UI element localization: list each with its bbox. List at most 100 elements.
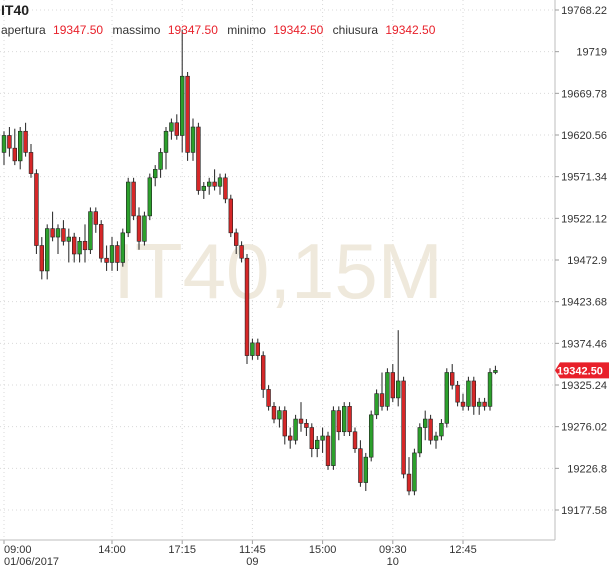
candle-body <box>331 410 336 466</box>
candle <box>358 440 363 487</box>
candle-body <box>234 232 239 246</box>
candle-body <box>476 401 482 407</box>
candle-body <box>417 427 422 454</box>
candle <box>223 173 228 204</box>
candle <box>169 118 174 140</box>
candle <box>347 402 352 436</box>
candle-body <box>61 228 66 242</box>
candle <box>304 419 309 436</box>
x-tick-label: 17:15 <box>168 544 196 556</box>
x-tick-label: 15:00 <box>309 544 337 556</box>
candle-body <box>66 236 72 242</box>
candle-body <box>212 181 217 187</box>
candle <box>174 114 179 140</box>
candle <box>244 253 250 365</box>
y-tick-label: 19325.24 <box>561 380 607 392</box>
candle <box>55 224 61 254</box>
candle <box>72 232 77 263</box>
candle <box>207 177 212 195</box>
candle-body <box>28 152 34 174</box>
candle-body <box>244 257 250 356</box>
y-tick-label: 19669.78 <box>561 88 607 100</box>
candle <box>449 364 455 390</box>
y-tick-label: 19177.58 <box>561 505 607 517</box>
candle-body <box>1 135 7 153</box>
candle-body <box>196 126 201 191</box>
y-tick-label: 19276.02 <box>561 422 607 434</box>
candle <box>212 169 217 191</box>
candle-body <box>298 418 304 424</box>
candle <box>217 173 223 195</box>
candle-body <box>277 410 282 420</box>
candle <box>341 402 347 436</box>
candle <box>1 131 7 166</box>
candle-body <box>142 215 147 242</box>
candle-body <box>287 435 293 441</box>
x-tick-label: 14:00 <box>98 544 126 556</box>
candle-body <box>109 245 115 263</box>
candle <box>444 368 449 428</box>
candle <box>455 380 460 407</box>
candle <box>336 406 341 441</box>
candle-body <box>412 452 417 492</box>
candle-body <box>136 215 142 242</box>
candles <box>1 29 498 496</box>
candle-body <box>347 406 352 433</box>
candle <box>109 237 115 271</box>
candle <box>126 177 131 238</box>
candle-body <box>147 177 152 217</box>
candle <box>395 330 401 407</box>
candle <box>17 127 23 170</box>
candle <box>228 194 233 238</box>
candle <box>428 414 433 445</box>
candle-body <box>201 185 206 191</box>
candle <box>266 385 271 411</box>
candle-body <box>44 228 50 272</box>
candle <box>163 127 169 170</box>
candle <box>196 122 201 195</box>
watermark: IT40,15M <box>113 227 442 315</box>
ohlc-values: apertura 19347.50 massimo 19347.50 minim… <box>1 23 441 37</box>
candle-body <box>314 439 320 449</box>
candle <box>293 414 298 445</box>
y-tick-label: 19472.9 <box>567 255 607 267</box>
candle <box>493 365 498 375</box>
candle <box>23 122 28 157</box>
candle-body <box>88 211 93 251</box>
candle-body <box>115 245 120 263</box>
candle-body <box>39 245 45 272</box>
candle <box>422 410 428 441</box>
candle-body <box>363 456 368 483</box>
candle <box>190 118 196 161</box>
candle-body <box>7 135 12 149</box>
candle-body <box>271 406 277 420</box>
candle <box>88 207 93 254</box>
candle <box>234 228 239 254</box>
candle-body <box>185 75 190 153</box>
low-value: 19342.50 <box>273 23 324 37</box>
y-tick-label: 19374.46 <box>561 338 607 350</box>
candle-body <box>406 473 412 492</box>
candle <box>460 393 466 411</box>
candle-body <box>395 380 401 399</box>
candle-body <box>390 372 395 399</box>
candle-body <box>174 122 179 136</box>
candle <box>433 431 439 449</box>
last-price-tag: 19342.50 <box>555 362 609 379</box>
x-tick-sublabel: 10 <box>387 556 399 568</box>
candle-body <box>482 401 487 407</box>
candle <box>34 169 39 254</box>
candle-body <box>401 380 406 475</box>
candle-body <box>255 342 260 356</box>
candle-body <box>120 232 126 263</box>
candle-body <box>169 122 174 132</box>
price-axis: 19768.22 19719 19669.78 19620.56 19571.34 195… <box>555 5 607 517</box>
candle <box>385 368 390 411</box>
candle-body <box>471 380 476 407</box>
candle-body <box>309 427 314 449</box>
candle <box>325 431 331 470</box>
candle <box>282 406 287 445</box>
candle-body <box>379 393 385 407</box>
